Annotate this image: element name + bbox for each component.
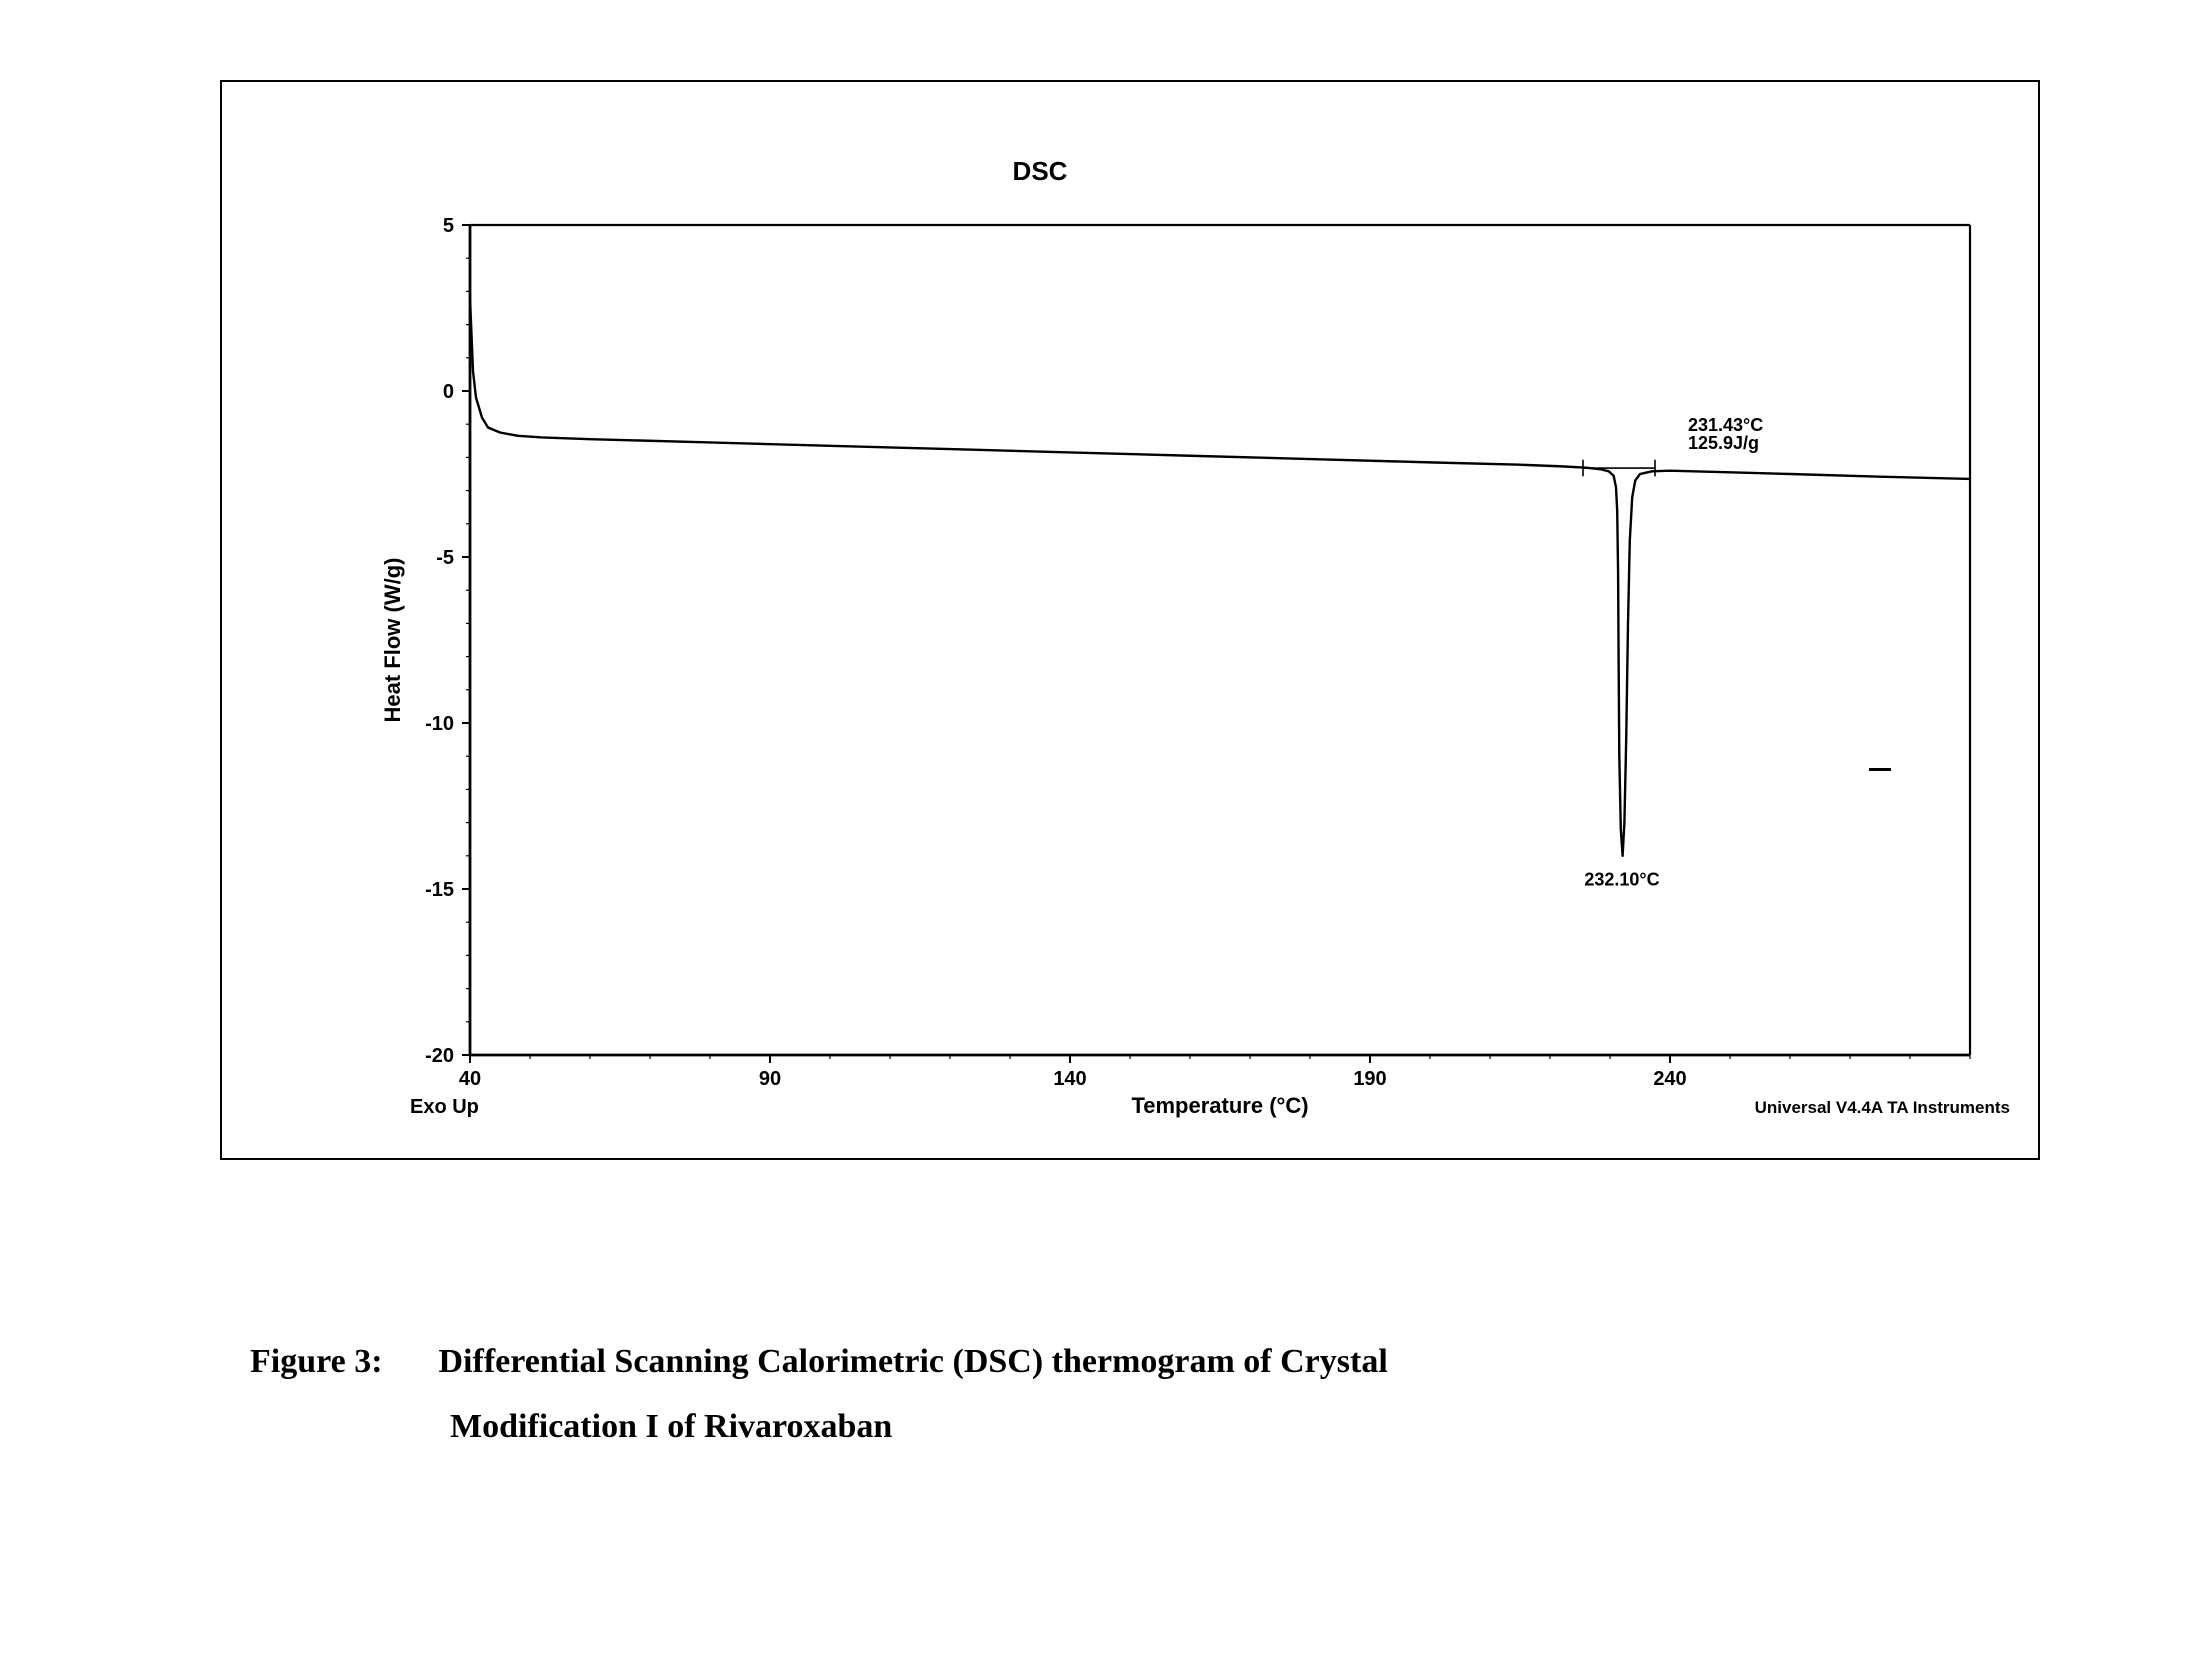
svg-text:Exo Up: Exo Up	[410, 1096, 479, 1118]
svg-text:Temperature (°C): Temperature (°C)	[1131, 1093, 1308, 1118]
svg-text:232.10°C: 232.10°C	[1584, 870, 1659, 890]
svg-text:DSC: DSC	[1013, 156, 1068, 186]
svg-text:-5: -5	[436, 547, 454, 569]
svg-text:-20: -20	[425, 1045, 454, 1067]
figure-label: Figure 3:	[250, 1330, 430, 1395]
caption-line-2: Modification I of Rivaroxaban	[250, 1395, 2010, 1460]
svg-text:231.43°C: 231.43°C	[1688, 415, 1763, 435]
svg-text:90: 90	[759, 1068, 781, 1090]
svg-text:Universal V4.4A TA Instruments: Universal V4.4A TA Instruments	[1755, 1098, 2010, 1117]
page: 5 0 -5 -10 -15 -2040 90 140 190 240 Temperature (°…	[0, 0, 2187, 1680]
figure-caption: Figure 3: Differential Scanning Calorime…	[250, 1330, 2010, 1459]
dsc-chart: 5 0 -5 -10 -15 -2040 90 140 190 240 Temperature (°…	[220, 80, 2040, 1160]
svg-text:Heat Flow (W/g): Heat Flow (W/g)	[380, 558, 405, 723]
svg-text:140: 140	[1053, 1068, 1086, 1090]
svg-text:-10: -10	[425, 713, 454, 735]
svg-text:0: 0	[443, 381, 454, 403]
svg-text:190: 190	[1353, 1068, 1386, 1090]
svg-text:5: 5	[443, 215, 454, 237]
svg-text:40: 40	[459, 1068, 481, 1090]
svg-text:-15: -15	[425, 879, 454, 901]
svg-text:240: 240	[1653, 1068, 1686, 1090]
svg-text:125.9J/g: 125.9J/g	[1688, 433, 1759, 453]
caption-line-1: Differential Scanning Calorimetric (DSC)…	[439, 1343, 1388, 1380]
